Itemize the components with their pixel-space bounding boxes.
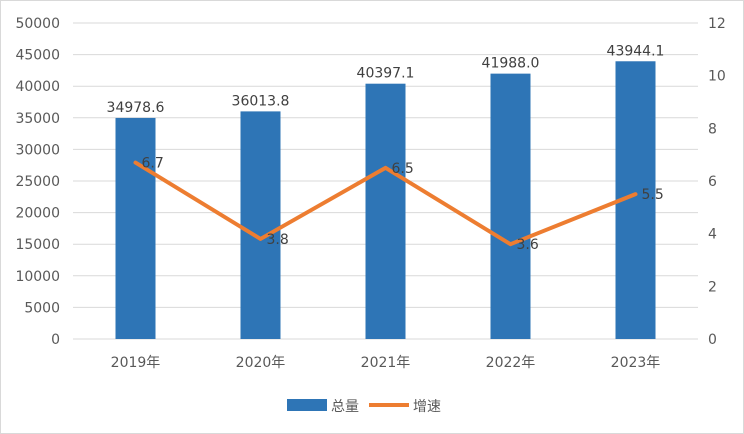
line-data-label: 3.6	[517, 237, 539, 253]
bar-2022年	[490, 73, 531, 340]
line-data-label: 6.7	[142, 156, 164, 172]
line-data-label: 5.5	[642, 187, 664, 203]
bar-data-label: 40397.1	[357, 66, 415, 82]
y-right-tick-label: 6	[708, 174, 717, 190]
x-tick-label: 2019年	[111, 355, 161, 371]
legend-bar-swatch	[287, 399, 327, 411]
growth-line	[133, 160, 638, 247]
y-left-tick-label: 5000	[24, 300, 60, 316]
bar-2021年	[365, 83, 406, 339]
y-right-tick-label: 2	[708, 279, 717, 295]
line-data-label: 3.8	[267, 232, 289, 248]
y-left-tick-label: 0	[51, 332, 60, 348]
line-data-label: 6.5	[392, 161, 414, 177]
y-left-tick-label: 35000	[15, 111, 60, 127]
y-right-tick-label: 8	[708, 121, 717, 137]
bar-data-label: 34978.6	[107, 100, 165, 116]
bar-data-label: 36013.8	[232, 93, 290, 109]
y-left-tick-label: 10000	[15, 269, 60, 285]
bar-data-label: 41988.0	[482, 56, 540, 72]
y-left-tick-label: 30000	[15, 142, 60, 158]
x-tick-label: 2023年	[611, 355, 661, 371]
y-right-tick-label: 4	[708, 227, 717, 243]
y-right-tick-label: 10	[708, 69, 726, 85]
y-left-tick-label: 20000	[15, 206, 60, 222]
y-left-tick-label: 15000	[15, 237, 60, 253]
y-right-tick-label: 0	[708, 332, 717, 348]
y-left-tick-label: 50000	[15, 16, 60, 32]
y-left-tick-label: 40000	[15, 79, 60, 95]
y-right-tick-label: 12	[708, 16, 726, 32]
x-tick-label: 2022年	[486, 355, 536, 371]
y-left-tick-label: 45000	[15, 48, 60, 64]
bar-2019年	[115, 117, 156, 340]
legend-label-growth: 增速	[413, 399, 441, 415]
x-tick-label: 2021年	[361, 355, 411, 371]
x-tick-label: 2020年	[236, 355, 286, 371]
bar-data-label: 43944.1	[607, 43, 665, 59]
y-left-tick-label: 25000	[15, 174, 60, 190]
bar-2020年	[240, 111, 281, 339]
legend-label-total: 总量	[331, 399, 359, 415]
